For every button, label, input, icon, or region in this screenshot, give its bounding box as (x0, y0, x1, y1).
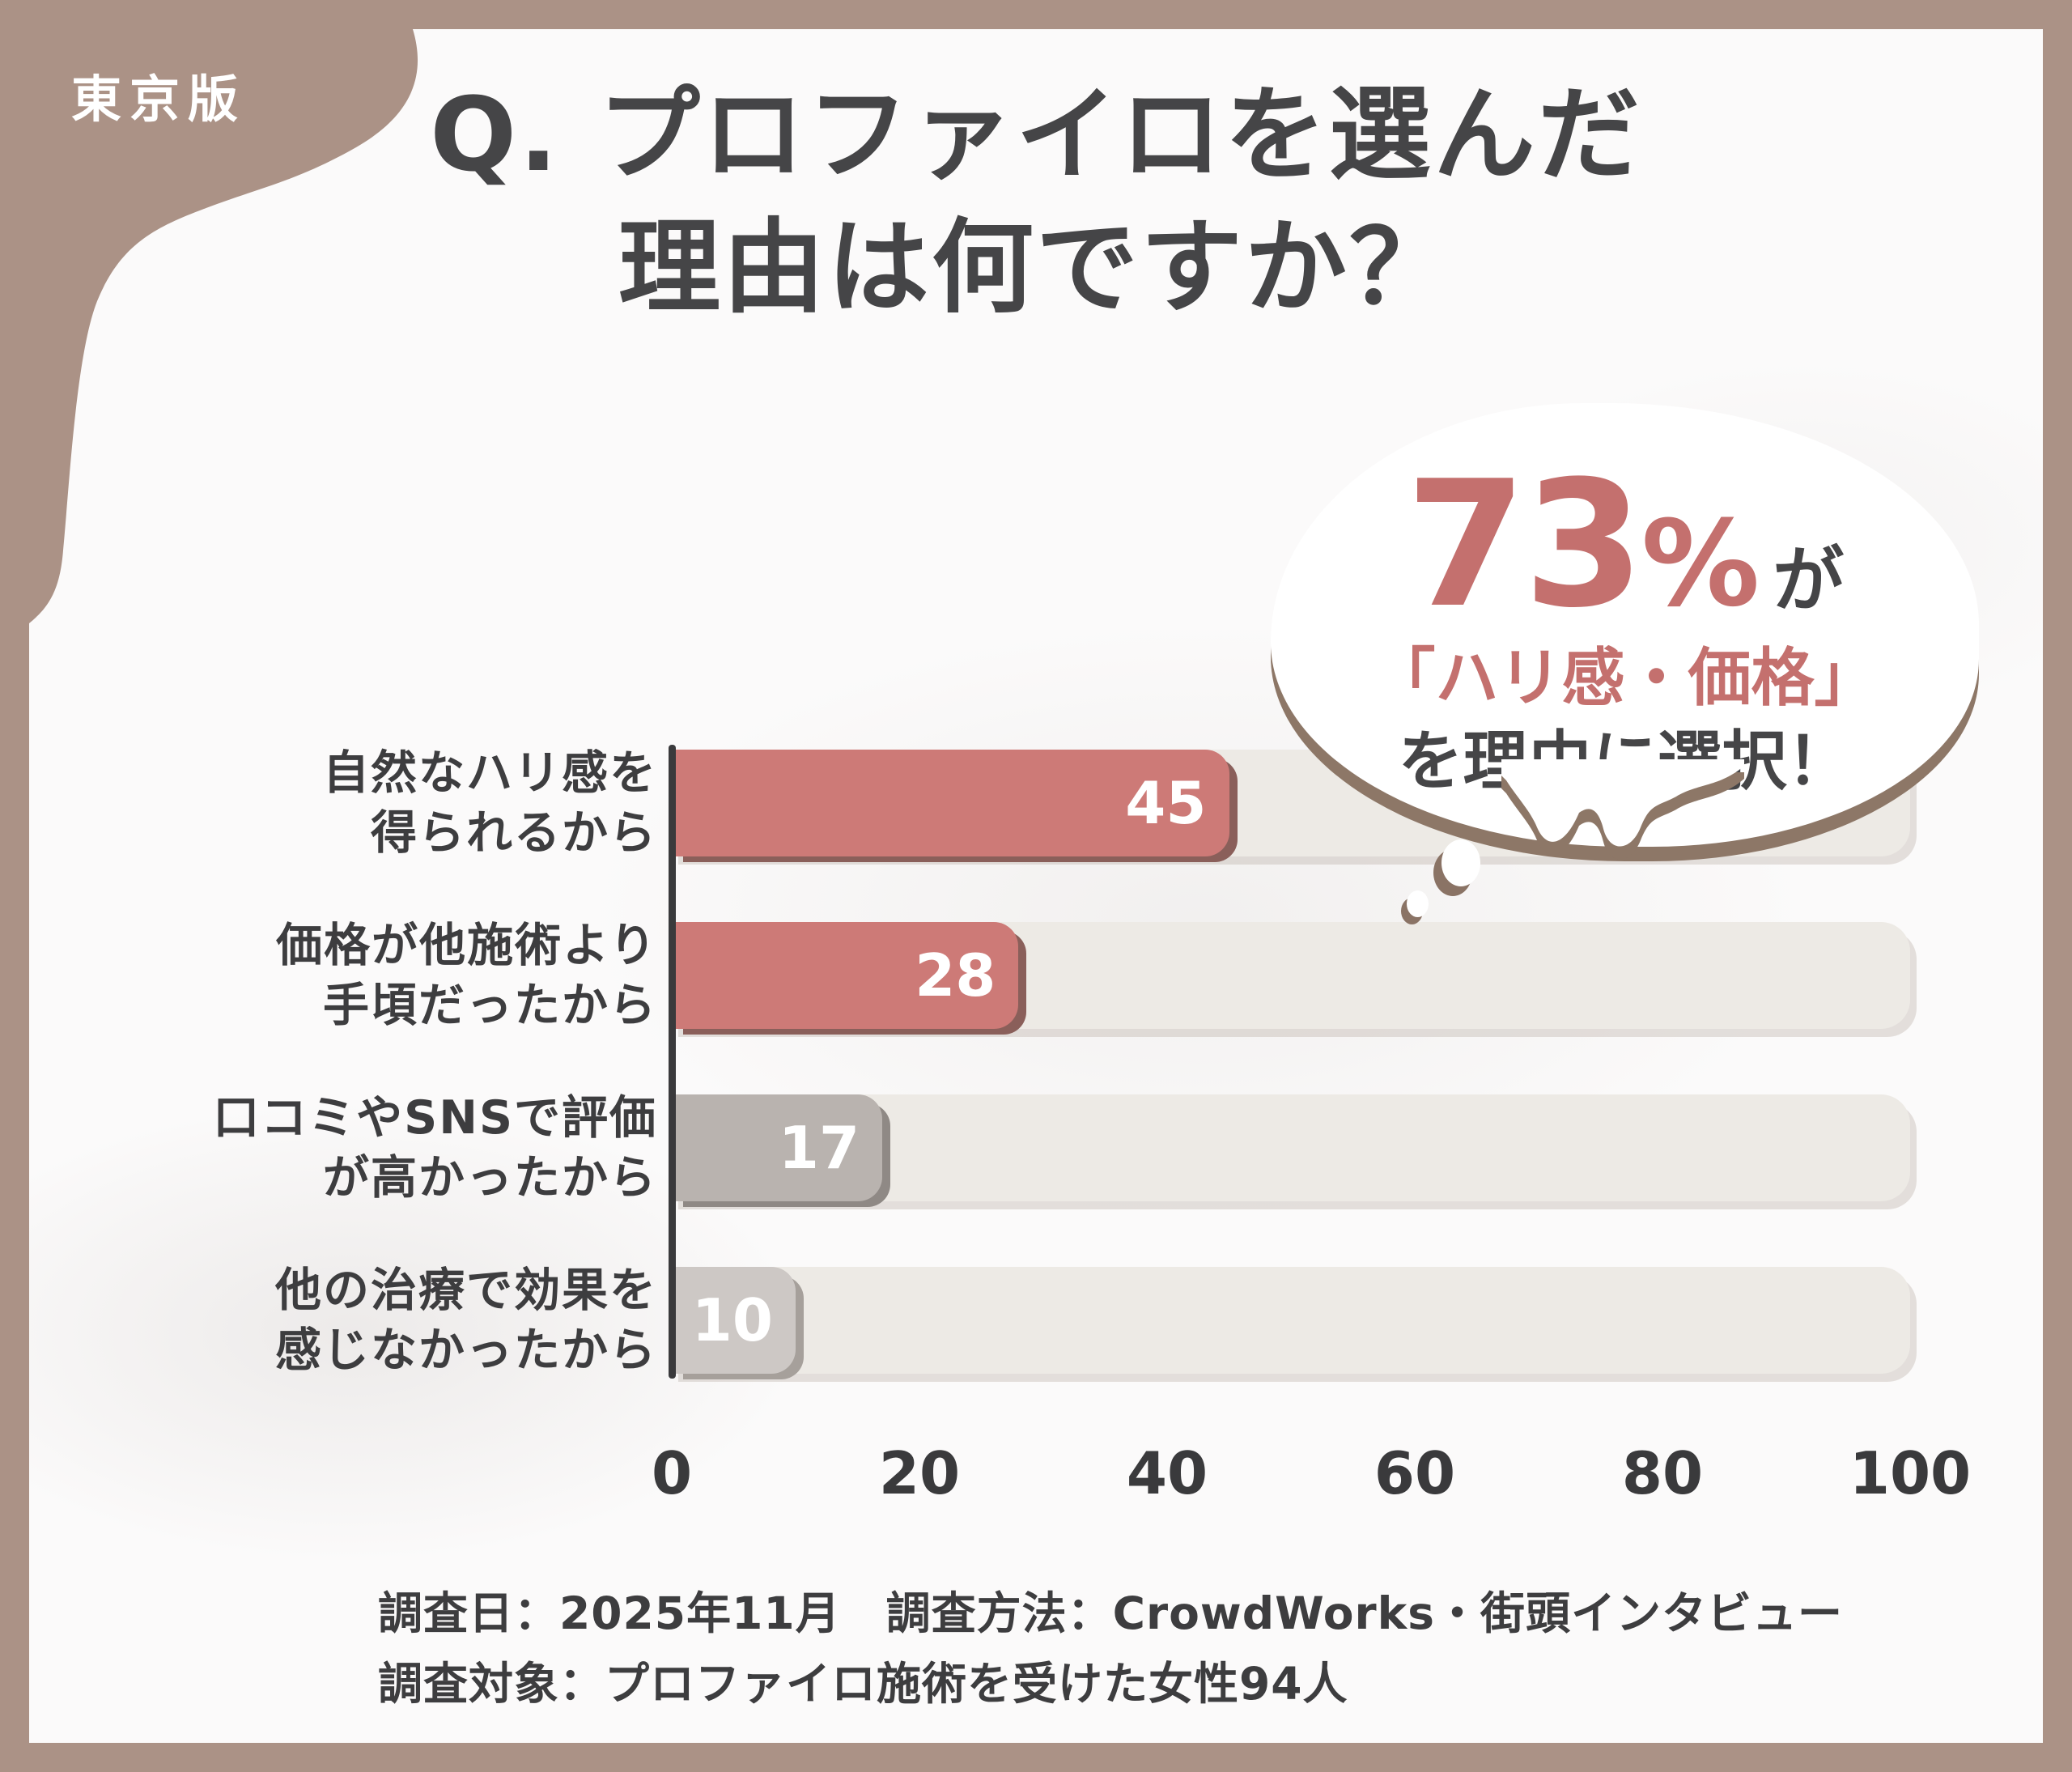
category-label-line: 手頃だったから (323, 979, 657, 1032)
x-tick: 40 (1126, 1439, 1208, 1507)
category-label-line: 口コミやSNSで評価 (213, 1090, 657, 1145)
x-tick: 0 (651, 1439, 693, 1507)
category-label-2: 価格が他施術より 手頃だったから (276, 916, 657, 1035)
x-axis-ticks: 0 20 40 60 80 100 (652, 1439, 1971, 1512)
thought-dot-small (1407, 890, 1429, 917)
bar-natural-firmness: 45 (672, 750, 1229, 856)
bar-affordable-price: 28 (672, 922, 1019, 1029)
chart-row-4: 他の治療で効果を 感じなかったから 10 (0, 1264, 2072, 1377)
y-axis-line (669, 745, 676, 1379)
category-label-line: 感じなかったから (275, 1324, 657, 1377)
x-tick: 20 (878, 1439, 961, 1507)
bar-reviews-sns: 17 (672, 1094, 883, 1201)
bubble-tail-decoration (1501, 759, 1744, 860)
bar-track: 28 (672, 922, 1910, 1029)
category-label-4: 他の治療で効果を 感じなかったから (275, 1260, 657, 1380)
bar-value-label: 17 (778, 1114, 860, 1182)
thought-dot-large (1441, 839, 1480, 886)
category-label-3: 口コミやSNSで評価 が高かったから (213, 1088, 657, 1208)
category-label-line: が高かったから (323, 1151, 657, 1205)
bar-value-label: 10 (691, 1286, 773, 1354)
title-line-1: Q. プロファイロを選んだ (430, 75, 1642, 194)
x-tick: 60 (1374, 1439, 1456, 1507)
percent-sign: % (1641, 495, 1760, 633)
category-label-line: 得られるから (371, 806, 657, 860)
callout-percent: 73% (1406, 457, 1760, 633)
region-badge: 東京版 (71, 70, 247, 129)
x-tick: 80 (1621, 1439, 1704, 1507)
chart-row-3: 口コミやSNSで評価 が高かったから 17 (0, 1091, 2072, 1205)
bar-track: 17 (672, 1094, 1910, 1201)
category-label-line: 他の治療で効果を (275, 1263, 657, 1317)
page-title: Q. プロファイロを選んだ 理由は何ですか？ (0, 69, 2072, 334)
chart-row-2: 価格が他施術より 手頃だったから 28 (0, 919, 2072, 1032)
corner-blob-decoration (29, 29, 418, 623)
title-line-2: 理由は何ですか？ (618, 207, 1454, 327)
callout-highlight: 「ハリ感・価格」 (1372, 641, 1878, 715)
bar-other-treatments: 10 (672, 1267, 796, 1374)
bar-track: 10 (672, 1267, 1910, 1374)
callout-particle: が (1773, 538, 1845, 622)
category-label-1: 自然なハリ感を 得られるから (323, 743, 657, 863)
callout-percent-line: 73% が (1406, 457, 1845, 631)
survey-note-line-1: 調査日：2025年11月 調査方法：CrowdWorks・街頭インタビュー (378, 1587, 1843, 1639)
card-background (29, 29, 2043, 1743)
category-label-line: 価格が他施術より (276, 918, 657, 972)
category-label-line: 自然なハリ感を (323, 746, 657, 800)
survey-note-line-2: 調査対象：プロファイロ施術を受けた女性94人 (378, 1657, 1348, 1710)
x-tick: 100 (1849, 1439, 1972, 1507)
bar-value-label: 28 (915, 941, 996, 1009)
survey-source-note: 調査日：2025年11月 調査方法：CrowdWorks・街頭インタビュー 調査… (378, 1579, 1843, 1719)
bar-value-label: 45 (1125, 769, 1207, 837)
percent-number: 73 (1405, 442, 1645, 646)
